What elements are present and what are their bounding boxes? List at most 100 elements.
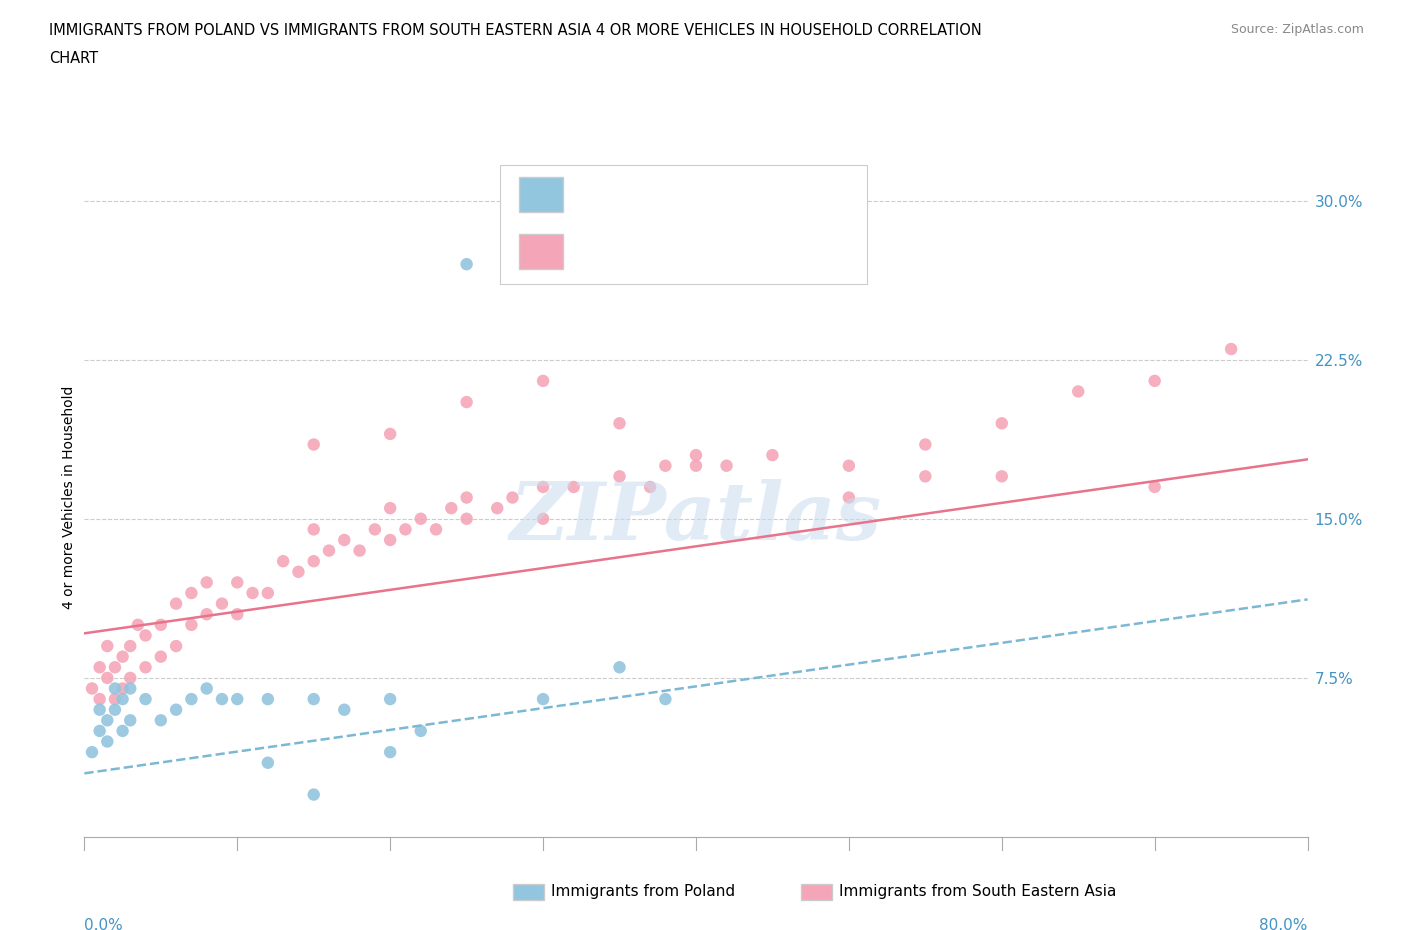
Bar — [801, 884, 832, 900]
Point — [111, 724, 134, 738]
Point — [302, 787, 325, 802]
Text: CHART: CHART — [49, 51, 98, 66]
Point — [111, 649, 134, 664]
Point — [104, 702, 127, 717]
Point — [80, 681, 103, 696]
Point — [195, 575, 218, 590]
Point — [104, 681, 127, 696]
Point — [165, 702, 187, 717]
Point — [180, 618, 202, 632]
Point — [211, 596, 233, 611]
Point — [838, 490, 860, 505]
Point — [226, 692, 249, 707]
Point — [562, 480, 585, 495]
Point — [380, 500, 402, 515]
Point — [89, 660, 111, 675]
Point — [271, 553, 294, 568]
Point — [149, 713, 172, 728]
Point — [111, 692, 134, 707]
Point — [89, 724, 111, 738]
Point — [96, 713, 118, 728]
Point — [195, 681, 218, 696]
Point — [165, 596, 187, 611]
Point — [991, 469, 1014, 484]
Point — [257, 586, 280, 601]
Point — [180, 692, 202, 707]
Point — [394, 522, 416, 537]
Point — [226, 606, 249, 621]
Point — [120, 681, 142, 696]
Point — [104, 692, 127, 707]
Point — [531, 692, 554, 707]
Point — [380, 692, 402, 707]
Text: Immigrants from Poland: Immigrants from Poland — [551, 884, 735, 899]
Point — [165, 639, 187, 654]
Point — [120, 671, 142, 685]
Point — [638, 480, 661, 495]
Point — [349, 543, 371, 558]
Text: ZIPatlas: ZIPatlas — [510, 479, 882, 557]
Point — [96, 639, 118, 654]
Point — [1067, 384, 1090, 399]
Point — [456, 512, 478, 526]
Point — [96, 671, 118, 685]
Text: IMMIGRANTS FROM POLAND VS IMMIGRANTS FROM SOUTH EASTERN ASIA 4 OR MORE VEHICLES : IMMIGRANTS FROM POLAND VS IMMIGRANTS FRO… — [49, 23, 981, 38]
Point — [111, 681, 134, 696]
Point — [302, 692, 325, 707]
Text: 0.0%: 0.0% — [84, 918, 124, 930]
Point — [135, 692, 157, 707]
Point — [761, 447, 783, 462]
Point — [409, 512, 432, 526]
Point — [440, 500, 463, 515]
Point — [287, 565, 309, 579]
Point — [609, 416, 631, 431]
Point — [257, 692, 280, 707]
Point — [838, 458, 860, 473]
Point — [89, 702, 111, 717]
Point — [242, 586, 264, 601]
Point — [502, 490, 524, 505]
Point — [180, 586, 202, 601]
Point — [486, 500, 509, 515]
Point — [257, 755, 280, 770]
Point — [135, 628, 157, 643]
Point — [104, 660, 127, 675]
Point — [1143, 374, 1166, 389]
Point — [609, 469, 631, 484]
Point — [425, 522, 447, 537]
Point — [1220, 341, 1243, 356]
Point — [531, 512, 554, 526]
Point — [380, 427, 402, 442]
Bar — [513, 884, 544, 900]
Point — [120, 639, 142, 654]
Text: Immigrants from South Eastern Asia: Immigrants from South Eastern Asia — [839, 884, 1116, 899]
Point — [211, 692, 233, 707]
Point — [127, 618, 149, 632]
Text: 80.0%: 80.0% — [1260, 918, 1308, 930]
Point — [149, 649, 172, 664]
Point — [96, 734, 118, 749]
Point — [456, 394, 478, 409]
Point — [531, 374, 554, 389]
Point — [302, 522, 325, 537]
Point — [685, 447, 707, 462]
Point — [135, 660, 157, 675]
Point — [654, 458, 676, 473]
Point — [120, 713, 142, 728]
Point — [716, 458, 738, 473]
Point — [380, 533, 402, 548]
Point — [609, 660, 631, 675]
Point — [333, 702, 356, 717]
Point — [531, 480, 554, 495]
Point — [226, 575, 249, 590]
Text: Source: ZipAtlas.com: Source: ZipAtlas.com — [1230, 23, 1364, 36]
Point — [1143, 480, 1166, 495]
Point — [654, 692, 676, 707]
Point — [333, 533, 356, 548]
Point — [302, 553, 325, 568]
Point — [456, 490, 478, 505]
Point — [380, 745, 402, 760]
Point — [89, 692, 111, 707]
Point — [409, 724, 432, 738]
Point — [302, 437, 325, 452]
